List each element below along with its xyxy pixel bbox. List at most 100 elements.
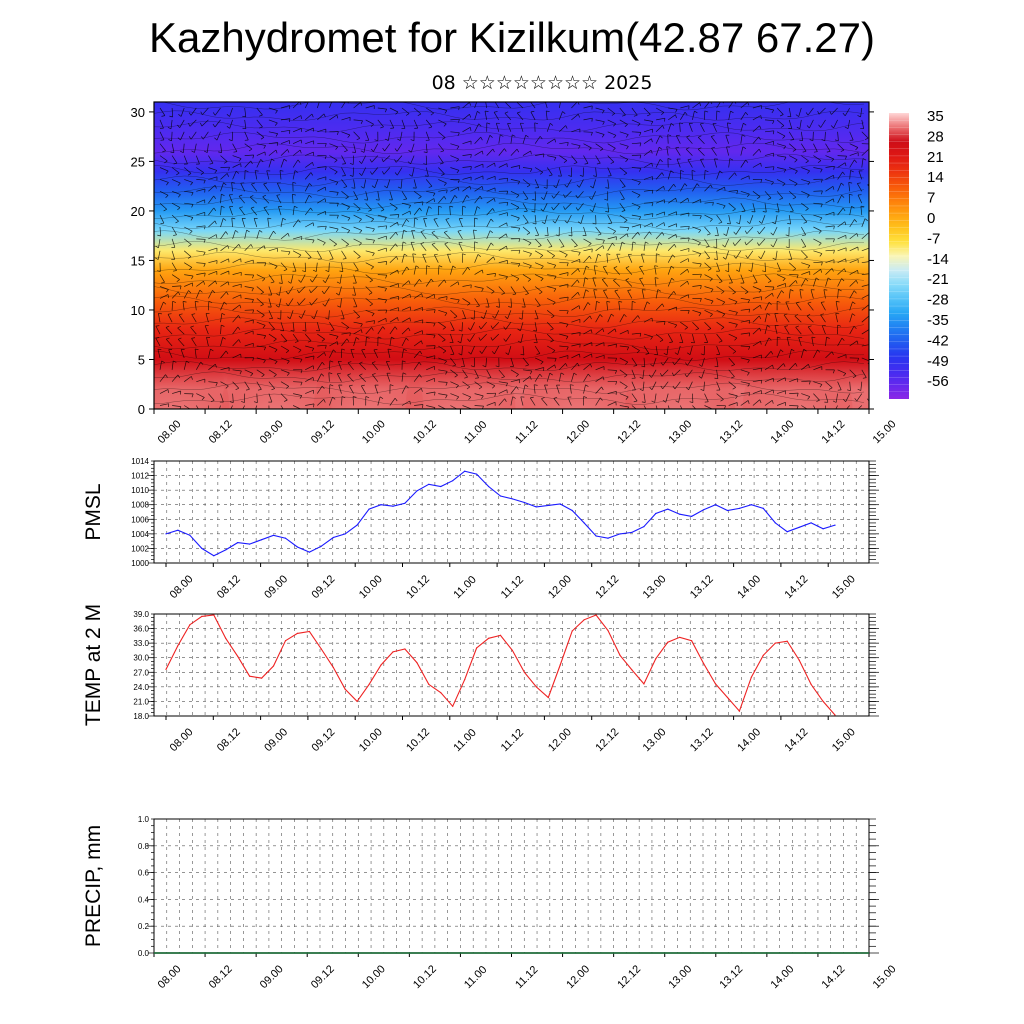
wind-barb-flag — [553, 157, 557, 161]
wind-barb-flag — [805, 278, 809, 282]
wind-barb-flag — [225, 350, 229, 354]
wind-barb — [266, 170, 270, 180]
wind-barb — [566, 179, 572, 188]
wind-barb-flag — [501, 292, 505, 295]
wind-barb-flag — [684, 183, 688, 187]
wind-barb-flag — [827, 277, 832, 281]
wind-barb-flag — [325, 226, 327, 230]
wind-barb-flag — [709, 313, 713, 317]
wind-barb — [607, 155, 615, 163]
wind-barb — [619, 214, 628, 221]
precip-y-tick-label: 0.6 — [138, 869, 150, 878]
wind-barb-flag — [356, 337, 360, 340]
wind-barb — [752, 296, 762, 299]
wind-barb — [544, 384, 548, 394]
wind-barb-flag — [627, 289, 632, 291]
wind-barb-flag — [162, 150, 166, 153]
wind-barb-flag — [787, 223, 791, 225]
wind-barb-flag — [433, 334, 436, 339]
wind-barb-flag — [347, 361, 352, 364]
wind-barb — [643, 149, 652, 156]
wind-barb — [208, 185, 216, 192]
heatmap-surface-blobs — [154, 339, 853, 409]
wind-barb-flag — [546, 110, 550, 113]
wind-barb — [559, 250, 568, 256]
wind-barb — [338, 286, 342, 296]
precip-y-tick-label: 0.4 — [138, 895, 150, 904]
wind-barb-flag — [357, 256, 361, 259]
wind-barb-flag — [760, 380, 763, 384]
wind-barb-flag — [458, 187, 460, 191]
wind-barb — [680, 112, 686, 121]
wind-barb-flag — [854, 398, 858, 402]
wind-barb-flag — [639, 333, 642, 337]
temp-data-point — [619, 654, 621, 656]
wind-barb — [389, 326, 396, 335]
wind-barb — [444, 243, 451, 252]
pmsl-data-point — [476, 473, 478, 475]
wind-barb-flag — [228, 139, 233, 142]
wind-barb — [387, 349, 391, 358]
wind-barb-flag — [421, 388, 423, 392]
pmsl-x-tick-label: 13.00 — [641, 573, 669, 601]
wind-barb — [159, 360, 162, 370]
wind-barb-flag — [433, 323, 436, 327]
wind-barb — [317, 238, 326, 244]
wind-barb-flag — [188, 136, 192, 140]
wind-barb-flag — [492, 315, 496, 319]
wind-barb-flag — [166, 337, 170, 340]
wind-barb — [764, 130, 774, 133]
temp-data-point — [332, 666, 334, 669]
wind-barb-flag — [359, 361, 363, 364]
precip-x-tick-label: 08.12 — [207, 963, 235, 991]
wind-barb — [716, 345, 721, 355]
wind-barb — [426, 405, 436, 408]
wind-barb — [692, 183, 698, 192]
wind-barb-flag — [333, 243, 337, 247]
wind-barb-flag — [467, 327, 471, 331]
wind-barb — [377, 326, 383, 335]
wind-barb-flag — [215, 364, 217, 368]
wind-barb-flag — [584, 163, 589, 165]
wind-barb-flag — [262, 325, 266, 329]
wind-barb — [546, 123, 551, 132]
wind-barb — [534, 286, 543, 293]
wind-barb — [699, 123, 705, 132]
wind-barb — [423, 218, 427, 228]
heatmap-contour-line — [154, 208, 865, 220]
wind-barb — [268, 262, 278, 267]
wind-barb — [214, 119, 221, 128]
wind-barb — [775, 215, 778, 224]
wind-barb-flag — [854, 159, 857, 163]
pmsl-y-tick-label: 1000 — [131, 559, 149, 568]
wind-barb-flag — [821, 139, 825, 142]
wind-barb-flag — [469, 186, 472, 190]
precip-x-tick-label: 11.12 — [513, 964, 540, 991]
wind-barb — [801, 250, 808, 258]
wind-barb — [534, 373, 541, 382]
wind-barb — [861, 131, 869, 139]
wind-barb — [389, 214, 399, 216]
wind-barb — [680, 280, 688, 287]
wind-barb — [232, 271, 242, 275]
wind-barb-flag — [783, 313, 788, 316]
wind-barb — [837, 171, 843, 180]
wind-barb — [232, 230, 236, 240]
temp-y-tick-label: 39.0 — [133, 610, 149, 619]
wind-barb-flag — [455, 385, 459, 389]
wind-barb — [474, 381, 483, 388]
wind-barb — [202, 107, 209, 115]
wind-barb — [486, 369, 492, 378]
wind-barb-flag — [745, 291, 749, 295]
wind-barb-flag — [853, 290, 857, 294]
wind-barb-flag — [820, 203, 823, 208]
wind-barb-flag — [673, 291, 676, 295]
wind-barb-flag — [803, 221, 808, 224]
wind-barb — [861, 261, 869, 264]
wind-barb-flag — [518, 250, 521, 254]
temp-data-point — [774, 642, 776, 644]
wind-barb-flag — [318, 258, 322, 260]
wind-barb — [583, 373, 589, 382]
wind-barb-flag — [442, 339, 446, 342]
wind-barb — [764, 302, 770, 311]
